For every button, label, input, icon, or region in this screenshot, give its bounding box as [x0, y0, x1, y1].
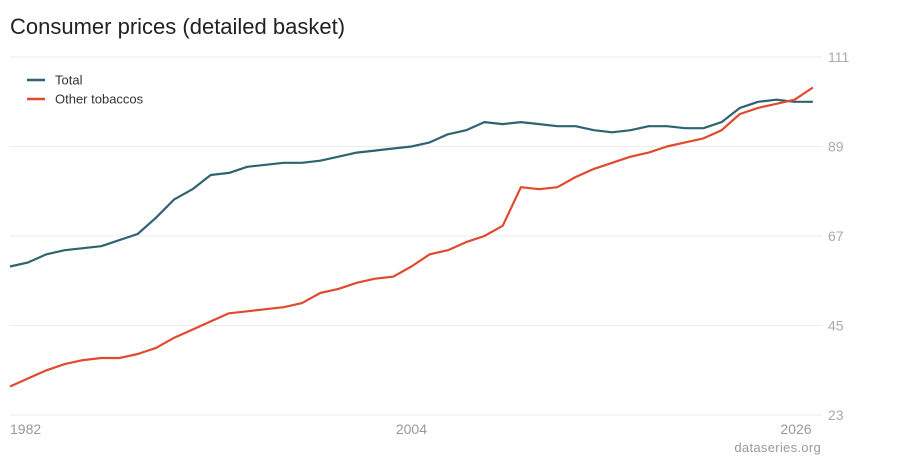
- y-tick-label-67: 67: [828, 228, 844, 244]
- x-tick-label-2004: 2004: [396, 421, 427, 437]
- series-line-total: [9, 98, 813, 268]
- series-line-other-tobaccos: [9, 86, 814, 388]
- source-credit: dataseries.org: [734, 440, 821, 455]
- y-tick-label-23: 23: [828, 407, 844, 423]
- y-tick-label-111: 111: [828, 49, 849, 65]
- x-axis-ticks: 1982 2004 2026: [10, 421, 812, 437]
- legend: Total Other tobaccos: [27, 73, 144, 107]
- y-tick-label-45: 45: [828, 318, 844, 334]
- legend-label-total: Total: [55, 73, 83, 88]
- x-tick-label-2026: 2026: [780, 421, 811, 437]
- chart-title: Consumer prices (detailed basket): [10, 14, 346, 39]
- x-tick-label-1982: 1982: [10, 421, 41, 437]
- legend-label-other-tobaccos: Other tobaccos: [55, 92, 144, 107]
- y-axis-ticks: 111 89 67 45 23: [828, 49, 849, 423]
- y-tick-label-89: 89: [828, 139, 844, 155]
- series-lines: [9, 86, 814, 388]
